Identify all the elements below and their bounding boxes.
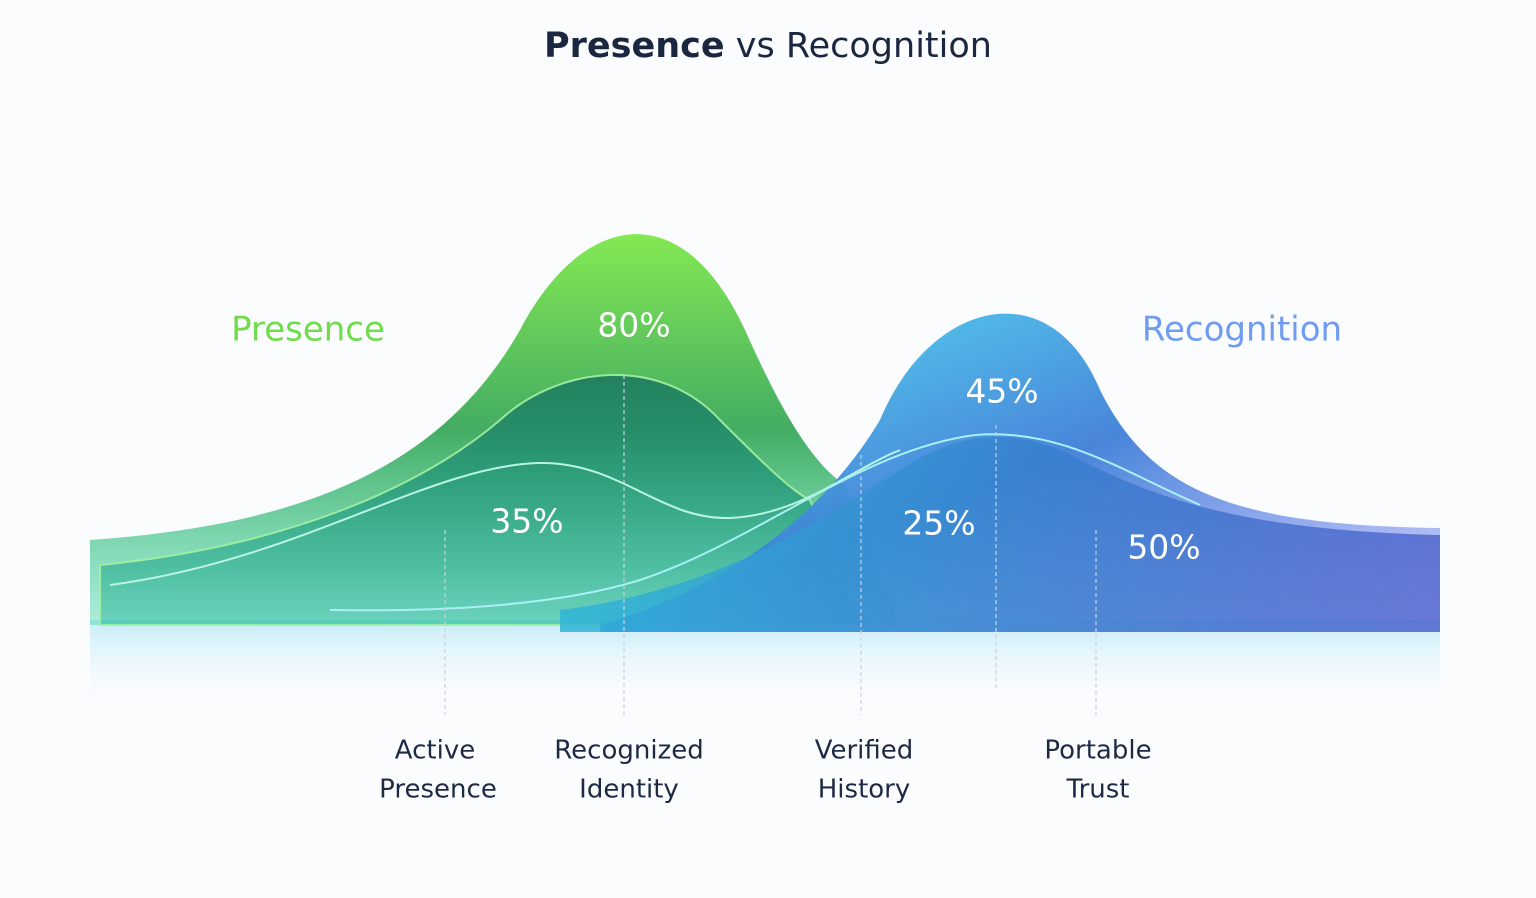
curve-line [109,449,901,586]
value-label: 50% [1127,528,1200,567]
series-label: Presence [231,310,385,350]
category-label: Identity [579,775,679,805]
value-label: 80% [597,306,670,345]
category-label: Active [395,736,475,766]
category-label: Presence [379,775,497,805]
category-label: Trust [1066,775,1130,805]
value-label: 25% [902,504,975,543]
series-label: Recognition [1142,310,1342,350]
floor-glow [90,620,1440,710]
category-label: Portable [1044,736,1151,766]
value-label: 45% [965,372,1038,411]
guides [444,375,1097,715]
category-label: Verified [815,736,914,766]
value-label: 35% [490,502,563,541]
curve-line [329,433,1201,612]
title-rest: vs Recognition [736,26,992,66]
recognition-inner [560,436,1440,632]
category-label: History [818,775,911,805]
title-bold: Presence [544,26,725,66]
presence-inner [99,373,862,626]
chart-title: Presence vs Recognition [544,26,992,66]
category-label: Recognized [554,736,703,766]
